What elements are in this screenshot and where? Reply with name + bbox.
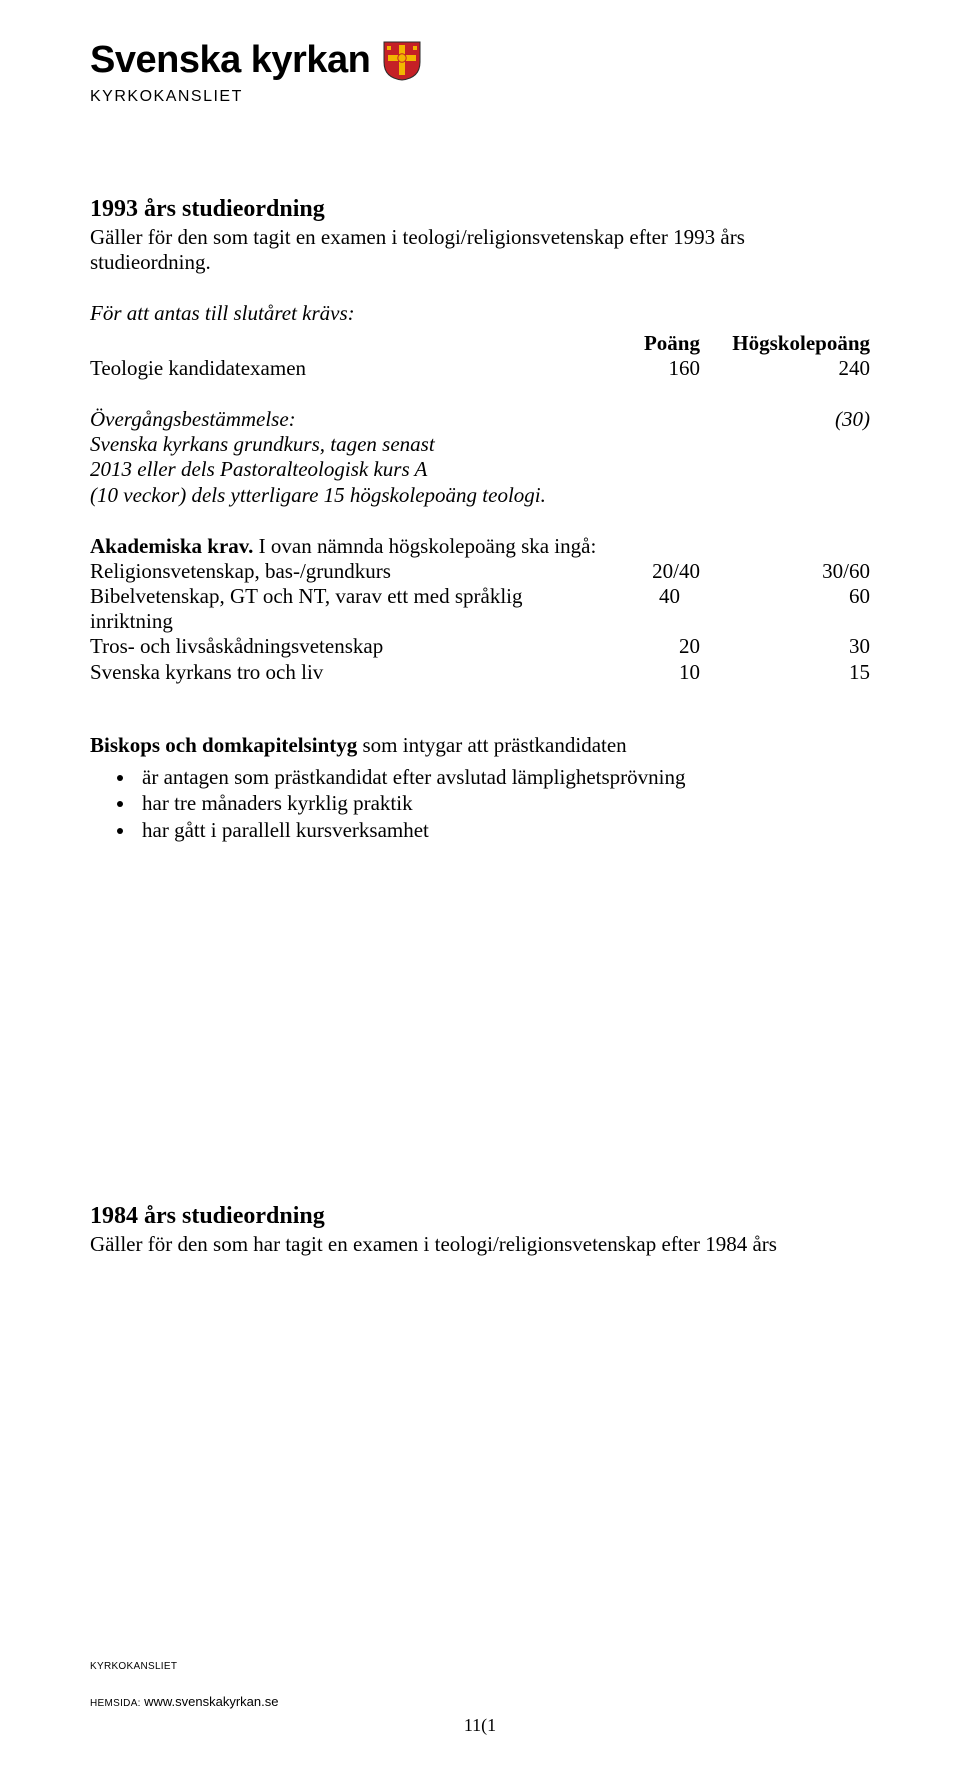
row-label: Tros- och livsåskådningsvetenskap: [90, 634, 590, 659]
row-val1: 10: [590, 660, 700, 685]
section-1984-subtitle: Gäller för den som har tagit en examen i…: [90, 1232, 870, 1257]
biskops-lead: Biskops och domkapitelsintyg: [90, 733, 357, 757]
footer-hemsida: HEMSIDA: www.svenskakyrkan.se: [90, 1694, 870, 1709]
table-row: Bibelvetenskap, GT och NT, varav ett med…: [90, 584, 870, 634]
table-row: Tros- och livsåskådningsvetenskap 20 30: [90, 634, 870, 659]
row-val2: 30: [700, 634, 870, 659]
biskops-line: Biskops och domkapitelsintyg som intygar…: [90, 733, 870, 758]
trans-line-3: (10 veckor) dels ytterligare 15 högskole…: [90, 483, 870, 508]
biskops-rest: som intygar att prästkandidaten: [357, 733, 626, 757]
row-val2: 60: [700, 584, 870, 634]
row-label: Teologie kandidatexamen: [90, 356, 590, 381]
row-val2: 15: [700, 660, 870, 685]
row-val1: 20/40: [590, 559, 700, 584]
list-item: har gått i parallell kursverksamhet: [136, 817, 870, 843]
row-label: Svenska kyrkans tro och liv: [90, 660, 590, 685]
row-val2: 240: [700, 356, 870, 381]
footer-dept: KYRKOKANSLIET: [90, 1661, 870, 1672]
col-hogskolepoang: Högskolepoäng: [700, 331, 870, 356]
row-overgangsbestammelse: Övergångsbestämmelse: (30): [90, 407, 870, 432]
requirements-intro: För att antas till slutåret krävs:: [90, 301, 870, 326]
hemsida-label: HEMSIDA:: [90, 1698, 141, 1709]
row-val1: 40: [570, 584, 680, 634]
row-val2: 30/60: [700, 559, 870, 584]
hemsida-value: www.svenskakyrkan.se: [144, 1694, 278, 1709]
row-label: Religionsvetenskap, bas-/grundkurs: [90, 559, 590, 584]
trans-val: (30): [700, 407, 870, 432]
row-val1: 160: [590, 356, 700, 381]
akademiska-rest: I ovan nämnda högskolepoäng ska ingå:: [253, 534, 596, 558]
section-1993-subtitle: Gäller för den som tagit en examen i teo…: [90, 225, 870, 275]
section-1993-title: 1993 års studieordning: [90, 196, 870, 223]
akademiska-krav-line: Akademiska krav. I ovan nämnda högskolep…: [90, 534, 870, 559]
column-headers: Poäng Högskolepoäng: [90, 331, 870, 356]
trans-line-2: 2013 eller dels Pastoralteologisk kurs A: [90, 457, 870, 482]
brand-name: Svenska kyrkan: [90, 39, 370, 82]
akademiska-lead: Akademiska krav.: [90, 534, 253, 558]
row-val1: 20: [590, 634, 700, 659]
letterhead: Svenska kyrkan KYRKOKANSLIET: [90, 38, 870, 106]
col-poang: Poäng: [590, 331, 700, 356]
section-1984-title: 1984 års studieordning: [90, 1203, 870, 1230]
row-label: Bibelvetenskap, GT och NT, varav ett med…: [90, 584, 550, 634]
trans-label: Övergångsbestämmelse:: [90, 407, 590, 432]
document-page: Svenska kyrkan KYRKOKANSLIET 1993 års st…: [0, 0, 960, 1766]
bullet-list: är antagen som prästkandidat efter avslu…: [90, 764, 870, 843]
logo-row: Svenska kyrkan: [90, 38, 870, 82]
row-kandidatexamen: Teologie kandidatexamen 160 240: [90, 356, 870, 381]
trans-line-1: Svenska kyrkans grundkurs, tagen senast: [90, 432, 870, 457]
brand-subtitle: KYRKOKANSLIET: [90, 88, 870, 106]
brand-crest-icon: [380, 38, 424, 82]
table-row: Religionsvetenskap, bas-/grundkurs 20/40…: [90, 559, 870, 584]
page-number: 11(1: [90, 1715, 870, 1736]
list-item: har tre månaders kyrklig praktik: [136, 790, 870, 816]
list-item: är antagen som prästkandidat efter avslu…: [136, 764, 870, 790]
table-row: Svenska kyrkans tro och liv 10 15: [90, 660, 870, 685]
page-footer: KYRKOKANSLIET HEMSIDA: www.svenskakyrkan…: [90, 1661, 870, 1736]
